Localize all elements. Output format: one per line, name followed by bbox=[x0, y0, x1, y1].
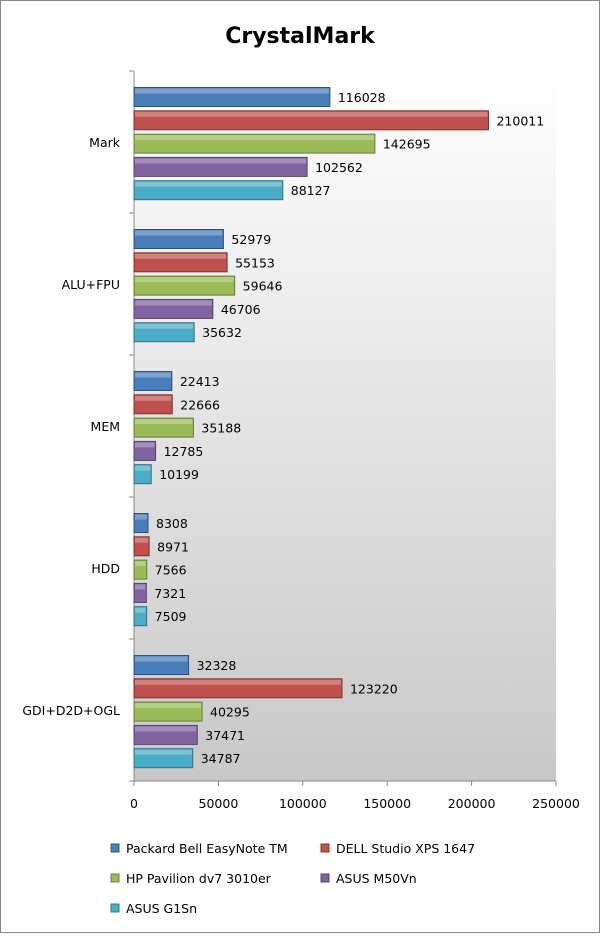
legend-swatch bbox=[110, 873, 120, 883]
data-label: 34787 bbox=[201, 751, 241, 766]
legend-label: DELL Studio XPS 1647 bbox=[336, 841, 475, 856]
data-label: 35188 bbox=[201, 421, 241, 436]
bar-highlight bbox=[135, 442, 155, 448]
bar-highlight bbox=[135, 419, 193, 425]
category-label: MEM bbox=[91, 419, 120, 434]
category-label: GDI+D2D+OGL bbox=[22, 703, 120, 718]
bar-highlight bbox=[135, 749, 192, 755]
bar-highlight bbox=[135, 537, 149, 543]
data-label: 22666 bbox=[180, 397, 220, 412]
bar-highlight bbox=[135, 561, 146, 567]
bar-highlight bbox=[135, 158, 307, 164]
bar-highlight bbox=[135, 88, 329, 94]
bar-highlight bbox=[135, 181, 282, 187]
bar-highlight bbox=[135, 703, 202, 709]
bar-highlight bbox=[135, 372, 171, 378]
bar-highlight bbox=[135, 656, 188, 662]
legend-swatch bbox=[110, 903, 120, 913]
data-label: 46706 bbox=[221, 302, 261, 317]
legend-swatch bbox=[320, 843, 330, 853]
data-label: 32328 bbox=[197, 658, 237, 673]
bar-highlight bbox=[135, 465, 151, 471]
x-tick-label: 200000 bbox=[448, 796, 496, 811]
data-label: 88127 bbox=[291, 183, 331, 198]
legend-swatch bbox=[110, 843, 120, 853]
data-label: 102562 bbox=[315, 160, 363, 175]
bar-highlight bbox=[135, 323, 194, 329]
data-label: 7566 bbox=[155, 563, 187, 578]
data-label: 8971 bbox=[157, 539, 189, 554]
data-label: 210011 bbox=[496, 113, 544, 128]
data-label: 12785 bbox=[164, 444, 204, 459]
legend-label: ASUS G1Sn bbox=[126, 901, 197, 916]
bar-highlight bbox=[135, 230, 223, 236]
legend-label: ASUS M50Vn bbox=[336, 871, 417, 886]
data-label: 142695 bbox=[383, 137, 431, 152]
bar-highlight bbox=[135, 607, 146, 613]
bar-highlight bbox=[135, 111, 488, 117]
legend-label: Packard Bell EasyNote TM bbox=[126, 841, 288, 856]
legend-label: HP Pavilion dv7 3010er bbox=[126, 871, 272, 886]
bar-highlight bbox=[135, 300, 212, 306]
data-label: 55153 bbox=[235, 255, 275, 270]
x-tick-label: 0 bbox=[130, 796, 138, 811]
data-label: 59646 bbox=[243, 279, 283, 294]
data-label: 40295 bbox=[210, 705, 250, 720]
bar-highlight bbox=[135, 726, 197, 732]
bar-highlight bbox=[135, 514, 148, 520]
data-label: 37471 bbox=[205, 728, 245, 743]
data-label: 7321 bbox=[154, 586, 186, 601]
data-label: 123220 bbox=[350, 681, 398, 696]
chart-title: CrystalMark bbox=[225, 24, 376, 49]
data-label: 10199 bbox=[159, 467, 199, 482]
data-label: 116028 bbox=[338, 90, 386, 105]
x-tick-label: 150000 bbox=[363, 796, 411, 811]
plot-area bbox=[134, 71, 556, 781]
bar-highlight bbox=[135, 395, 172, 401]
legend-swatch bbox=[320, 873, 330, 883]
bar-highlight bbox=[135, 679, 341, 685]
category-label: HDD bbox=[91, 561, 120, 576]
data-label: 7509 bbox=[155, 609, 187, 624]
data-label: 22413 bbox=[180, 374, 220, 389]
category-label: Mark bbox=[89, 135, 121, 150]
bar-highlight bbox=[135, 253, 227, 259]
x-tick-label: 50000 bbox=[199, 796, 239, 811]
bar-highlight bbox=[135, 135, 374, 141]
bar-highlight bbox=[135, 277, 234, 283]
bar-highlight bbox=[135, 584, 146, 590]
x-tick-label: 250000 bbox=[532, 796, 580, 811]
data-label: 35632 bbox=[202, 325, 242, 340]
x-tick-label: 100000 bbox=[279, 796, 327, 811]
data-label: 8308 bbox=[156, 516, 188, 531]
category-label: ALU+FPU bbox=[62, 277, 120, 292]
data-label: 52979 bbox=[231, 232, 271, 247]
